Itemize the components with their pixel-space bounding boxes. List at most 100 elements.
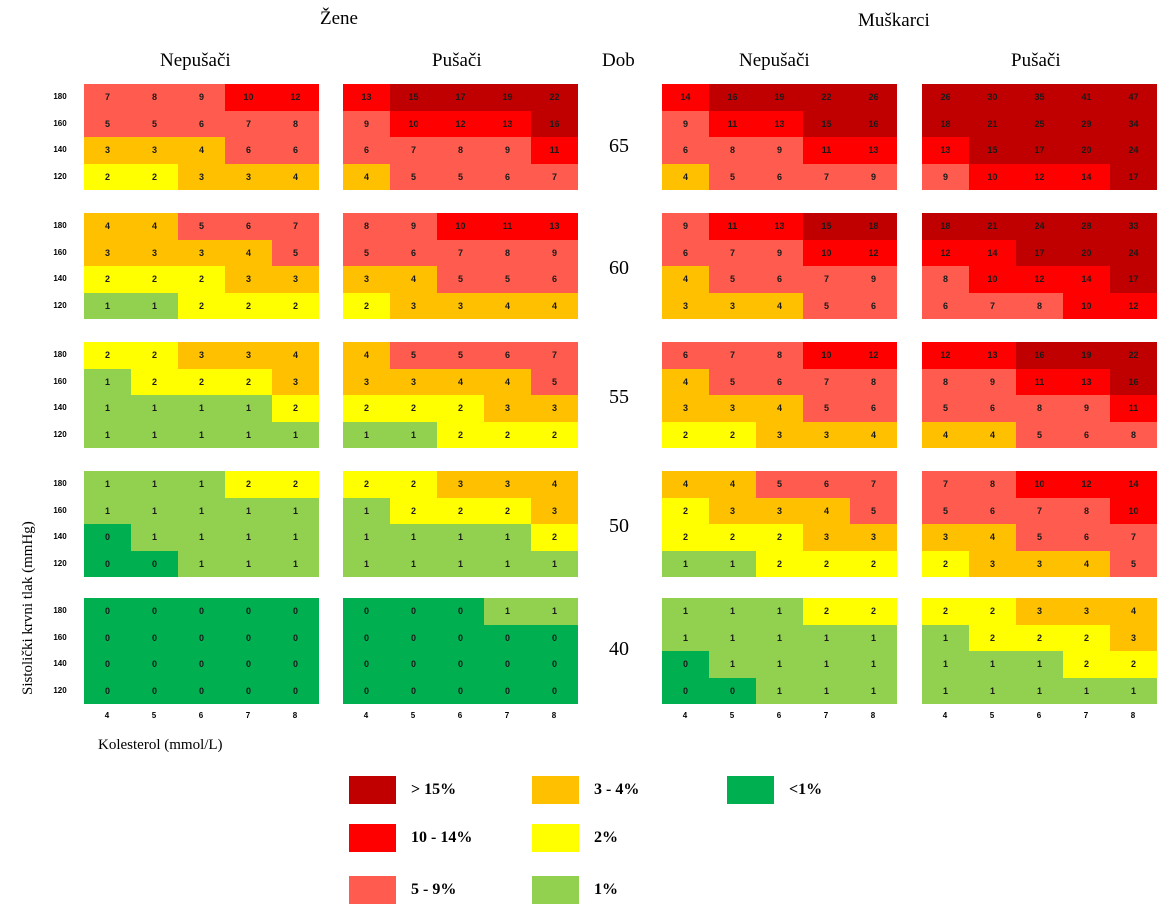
x-tick-label: 7 [504,711,510,720]
heatmap-cell: 19 [484,84,531,111]
heatmap-cell: 1 [709,624,756,651]
y-tick-label: 140 [53,145,67,154]
heatmap-cell: 6 [803,471,850,498]
heatmap-cell: 1 [484,550,531,577]
heatmap-cell: 25 [1016,110,1063,137]
heatmap-cell: 4 [803,497,850,524]
x-tick-label: 5 [989,711,995,720]
heatmap-block-muskarci_nepusaci-60: 9 11 13 15 18 6 7 9 10 12 4 5 6 7 9 3 3 4 5 6 [662,213,897,319]
heatmap-cell: 1 [84,421,131,448]
heatmap-cell: 9 [969,368,1016,395]
heatmap-cell: 4 [531,471,578,498]
x-tick-label: 7 [1083,711,1089,720]
heatmap-cell: 2 [131,163,178,190]
heatmap-cell: 6 [756,163,803,190]
heatmap-cell: 5 [84,110,131,137]
heatmap-cell: 3 [756,421,803,448]
heatmap-cell: 16 [531,110,578,137]
heatmap-cell: 0 [437,651,484,678]
heatmap-cell: 0 [390,624,437,651]
heatmap-cell: 13 [922,137,969,164]
heatmap-cell: 9 [850,163,897,190]
x-tick-label: 6 [457,711,463,720]
heatmap-cell: 15 [969,137,1016,164]
heatmap-cell: 12 [850,342,897,369]
heatmap-cell: 12 [922,239,969,266]
heatmap-cell: 2 [225,471,272,498]
heatmap-cell: 2 [531,421,578,448]
heatmap-cell: 3 [484,471,531,498]
heatmap-cell: 7 [709,342,756,369]
heatmap-cell: 22 [1110,342,1157,369]
heatmap-cell: 47 [1110,84,1157,111]
heatmap-cell: 1 [225,395,272,422]
age-label: 65 [609,135,629,157]
heatmap-cell: 5 [178,213,225,240]
heatmap-cell: 2 [178,292,225,319]
heatmap-cell: 2 [178,368,225,395]
heatmap-cell: 5 [484,266,531,293]
heatmap-cell: 2 [531,524,578,551]
heatmap-cell: 20 [1063,239,1110,266]
heatmap-cell: 0 [272,651,319,678]
heatmap-cell: 5 [343,239,390,266]
heatmap-cell: 3 [225,342,272,369]
heatmap-cell: 6 [1063,524,1110,551]
heatmap-cell: 4 [756,395,803,422]
heatmap-cell: 4 [272,163,319,190]
heatmap-cell: 2 [969,598,1016,625]
heatmap-cell: 2 [709,524,756,551]
heatmap-cell: 3 [756,497,803,524]
heatmap-cell: 7 [803,368,850,395]
heatmap-cell: 1 [922,651,969,678]
heatmap-cell: 3 [343,368,390,395]
heatmap-cell: 6 [390,239,437,266]
heatmap-cell: 24 [1016,213,1063,240]
heatmap-cell: 4 [922,421,969,448]
y-axis-label: Sistolički krvni tlak (mmHg) [20,521,36,695]
x-tick-label: 4 [104,711,110,720]
heatmap-cell: 7 [850,471,897,498]
heatmap-cell: 1 [850,624,897,651]
heatmap-cell: 22 [531,84,578,111]
heatmap-cell: 10 [803,239,850,266]
heatmap-cell: 3 [272,266,319,293]
heatmap-cell: 1 [178,421,225,448]
heatmap-cell: 3 [178,342,225,369]
heatmap-cell: 12 [850,239,897,266]
heatmap-cell: 7 [803,163,850,190]
heatmap-cell: 13 [756,213,803,240]
heatmap-cell: 1 [1110,677,1157,704]
y-tick-label: 180 [53,221,67,230]
heatmap-cell: 2 [850,598,897,625]
heatmap-block-zene_nepusaci-65: 7 8 9 10 12 5 5 6 7 8 3 3 4 6 6 2 2 3 3 4 [84,84,319,190]
heatmap-cell: 3 [390,292,437,319]
heatmap-cell: 1 [84,395,131,422]
heatmap-cell: 1 [131,471,178,498]
heatmap-cell: 3 [84,239,131,266]
heatmap-cell: 3 [84,137,131,164]
heatmap-cell: 2 [84,163,131,190]
heatmap-block-muskarci_pusaci-55: 12 13 16 19 22 8 9 11 13 16 5 6 8 9 11 4 4 5 6 8 [922,342,1157,448]
age-label: 55 [609,386,629,408]
heatmap-cell: 5 [709,163,756,190]
heatmap-cell: 1 [437,524,484,551]
heatmap-cell: 1 [272,421,319,448]
heatmap-cell: 28 [1063,213,1110,240]
heatmap-cell: 9 [178,84,225,111]
heatmap-cell: 4 [390,266,437,293]
heatmap-cell: 5 [390,342,437,369]
gender-title-zene: Žene [320,8,358,29]
heatmap-cell: 9 [756,137,803,164]
heatmap-cell: 5 [437,163,484,190]
heatmap-cell: 9 [662,213,709,240]
heatmap-cell: 0 [178,598,225,625]
heatmap-cell: 1 [756,624,803,651]
heatmap-cell: 0 [84,524,131,551]
heatmap-cell: 5 [131,110,178,137]
y-tick-label: 180 [53,606,67,615]
heatmap-cell: 6 [1063,421,1110,448]
heatmap-cell: 18 [922,213,969,240]
heatmap-cell: 4 [272,342,319,369]
